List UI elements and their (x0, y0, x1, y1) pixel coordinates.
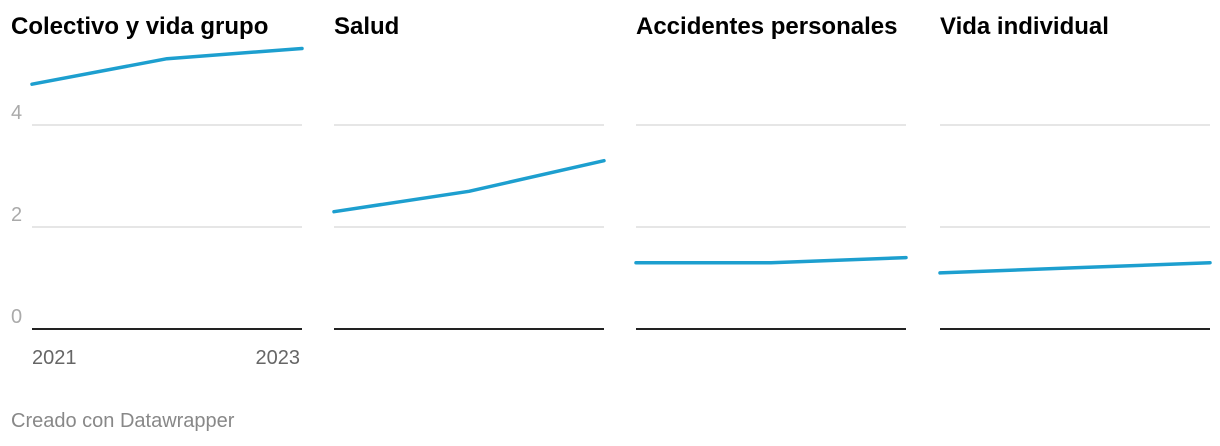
series-line (332, 158, 606, 214)
x-tick-label: 2023 (256, 347, 301, 369)
y-tick-label: 2 (11, 204, 22, 226)
panel-title: Colectivo y vida grupo (11, 13, 268, 40)
panel-title: Accidentes personales (636, 13, 897, 40)
panel-title: Vida individual (940, 13, 1109, 40)
series-line (634, 255, 908, 265)
y-tick-label: 0 (11, 306, 22, 328)
credit-footer: Creado con Datawrapper (11, 410, 235, 432)
x-tick-label: 2021 (32, 347, 77, 369)
y-tick-label: 4 (11, 102, 22, 124)
series-line (30, 46, 304, 86)
panel-title: Salud (334, 13, 399, 40)
series-line (938, 260, 1212, 275)
